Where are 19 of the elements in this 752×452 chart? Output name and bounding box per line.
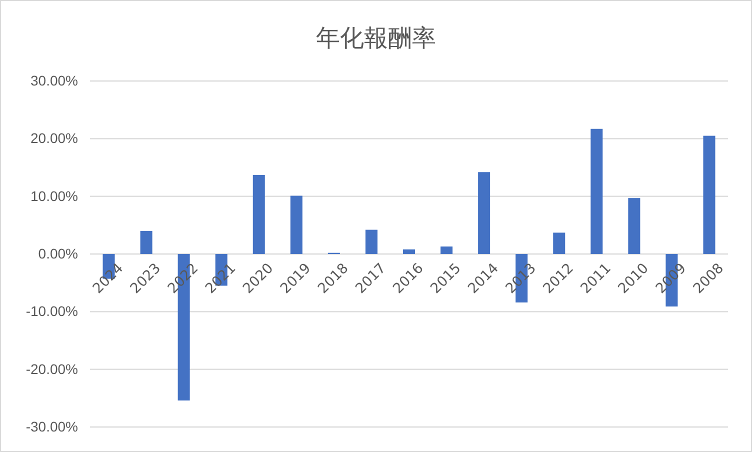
bar	[290, 196, 302, 254]
y-tick-label: 10.00%	[30, 188, 78, 204]
chart-title: 年化報酬率	[316, 24, 436, 52]
bar	[252, 174, 265, 254]
bar	[628, 198, 640, 254]
y-tick-label: -30.00%	[26, 418, 78, 434]
bar	[590, 128, 603, 254]
y-tick-label: -20.00%	[26, 360, 78, 377]
y-tick-label: -10.00%	[26, 303, 78, 320]
bar	[402, 249, 416, 254]
y-tick-label: 0.00%	[38, 245, 78, 262]
bar	[440, 246, 453, 254]
bar	[478, 172, 490, 254]
bar	[703, 136, 716, 254]
bar	[365, 230, 378, 254]
bar	[553, 232, 566, 254]
y-tick-label: 30.00%	[30, 72, 78, 88]
y-tick-label: 20.00%	[30, 130, 78, 146]
bar	[140, 230, 152, 254]
